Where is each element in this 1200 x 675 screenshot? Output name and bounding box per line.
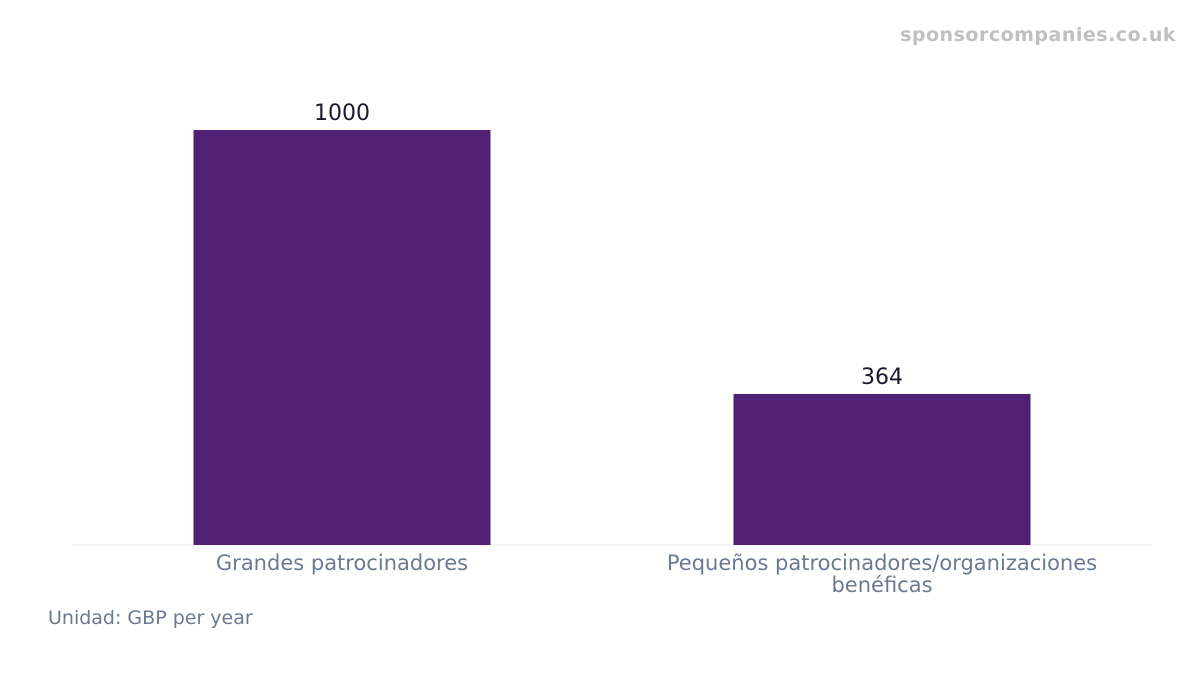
category-label-0-line-0: Grandes patrocinadores <box>216 551 468 575</box>
bar-0 <box>193 130 491 545</box>
unit-label: Unidad: GBP per year <box>48 607 253 629</box>
category-label-1-line-1: benéficas <box>831 573 932 597</box>
bar-value-label-0: 1000 <box>314 101 370 126</box>
bar-1 <box>733 393 1031 545</box>
watermark: sponsorcompanies.co.uk <box>900 24 1176 46</box>
bar-value-label-1: 364 <box>861 365 903 390</box>
category-label-1-line-0: Pequeños patrocinadores/organizaciones <box>667 551 1097 575</box>
bar-chart: 1000 Grandes patrocinadores 364 Pequeños pa… <box>72 101 1152 597</box>
